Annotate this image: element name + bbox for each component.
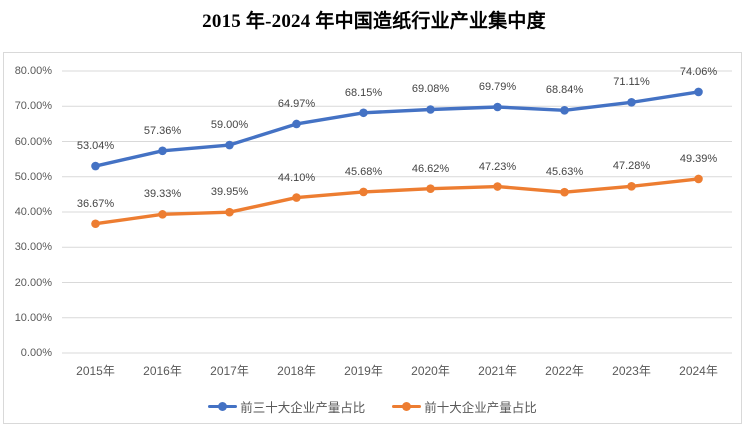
x-tick-label: 2015年	[76, 364, 115, 378]
data-point-marker	[91, 219, 100, 229]
data-point-marker	[292, 193, 301, 202]
data-point-marker	[359, 108, 368, 118]
data-point-marker	[158, 146, 167, 156]
y-tick-label: 80.00%	[14, 65, 52, 77]
legend-item-top10: 前十大企业产量占比	[392, 397, 537, 416]
x-tick-label: 2017年	[210, 364, 249, 378]
data-point-marker	[627, 98, 636, 107]
y-tick-label: 60.00%	[14, 135, 52, 148]
x-tick-label: 2022年	[545, 364, 584, 378]
y-tick-label: 50.00%	[14, 170, 52, 183]
data-label: 44.10%	[277, 171, 316, 184]
legend-dot-swatch	[218, 401, 228, 411]
y-tick-label: 30.00%	[14, 241, 52, 254]
data-label: 68.84%	[545, 84, 584, 97]
legend: 前三十大企业产量占比 前十大企业产量占比	[4, 396, 741, 416]
data-label: 36.67%	[76, 197, 115, 210]
data-label: 74.06%	[679, 65, 718, 78]
legend-dot-swatch	[402, 401, 412, 411]
y-tick-label: 10.00%	[14, 311, 52, 324]
data-point-marker	[292, 119, 301, 129]
x-tick-label: 2024年	[679, 364, 718, 378]
data-label: 39.95%	[210, 186, 249, 199]
data-point-marker	[694, 87, 703, 97]
line-marker-icon	[208, 401, 238, 411]
x-tick-label: 2019年	[344, 364, 383, 378]
data-point-marker	[426, 184, 435, 193]
data-label: 49.39%	[679, 152, 718, 165]
data-point-marker	[694, 174, 703, 184]
data-point-marker	[560, 106, 569, 115]
data-label: 59.00%	[210, 119, 249, 132]
data-label: 39.33%	[143, 188, 182, 201]
data-label: 68.15%	[344, 86, 383, 99]
data-point-marker	[627, 182, 636, 191]
chart-title: 2015 年-2024 年中国造纸行业产业集中度	[202, 11, 546, 32]
y-tick-label: 0.00%	[20, 347, 52, 359]
legend-label-top10: 前十大企业产量占比	[424, 400, 537, 415]
x-tick-label: 2020年	[411, 364, 450, 378]
line-marker-icon	[392, 401, 422, 411]
data-label: 57.36%	[143, 124, 182, 137]
y-tick-label: 70.00%	[14, 100, 52, 113]
data-point-marker	[225, 140, 234, 150]
x-tick-label: 2021年	[478, 364, 517, 378]
data-point-marker	[493, 182, 502, 191]
data-label: 64.97%	[277, 97, 316, 110]
y-tick-label: 20.00%	[14, 276, 52, 289]
chart-frame: 0.00% 10.00% 20.00% 30.00% 40.00% 50.00% 60.00…	[3, 52, 742, 424]
plot-area	[62, 70, 732, 354]
data-label: 53.04%	[76, 140, 115, 153]
series-line-1	[93, 177, 701, 226]
x-tick-label: 2016年	[143, 364, 182, 378]
data-label: 47.23%	[478, 160, 517, 173]
x-tick-label: 2023年	[612, 364, 651, 378]
data-point-marker	[493, 102, 502, 112]
x-tick-label: 2018年	[277, 364, 316, 378]
data-point-marker	[225, 207, 234, 217]
data-point-marker	[426, 105, 435, 114]
data-label: 46.62%	[411, 162, 450, 175]
data-point-marker	[560, 187, 569, 197]
legend-item-top30: 前三十大企业产量占比	[208, 397, 365, 416]
data-label: 45.68%	[344, 165, 383, 178]
data-label: 69.08%	[411, 83, 450, 96]
y-tick-label: 40.00%	[14, 206, 52, 218]
data-point-marker	[91, 161, 100, 171]
data-label: 69.79%	[478, 80, 517, 93]
data-point-marker	[359, 187, 368, 197]
data-point-marker	[158, 210, 167, 219]
data-label: 45.63%	[545, 166, 584, 179]
legend-label-top30: 前三十大企业产量占比	[240, 400, 366, 415]
series-line-0	[93, 90, 701, 168]
data-label: 47.28%	[612, 160, 651, 173]
data-label: 71.11%	[613, 76, 650, 89]
